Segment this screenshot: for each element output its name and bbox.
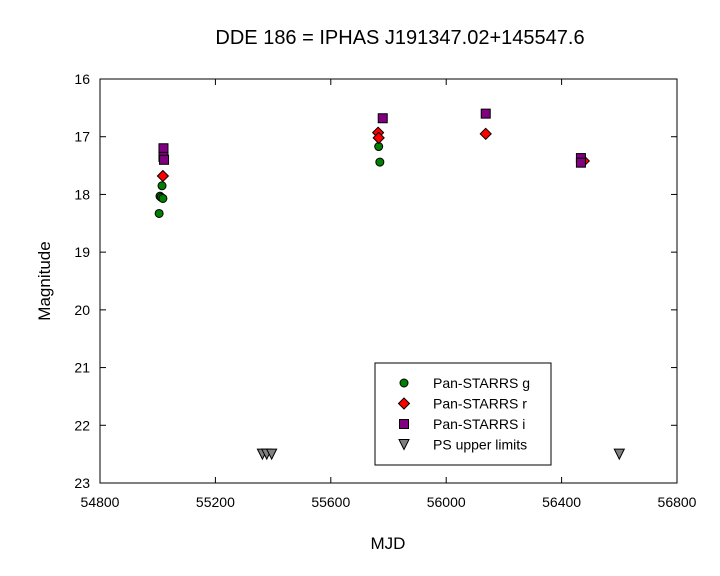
series-3 [256, 448, 626, 461]
data-point [265, 448, 278, 461]
data-point [157, 181, 167, 191]
data-point [372, 131, 385, 145]
legend-label: PS upper limits [433, 437, 527, 453]
series-0 [154, 142, 385, 218]
legend-label: Pan-STARRS g [433, 375, 530, 391]
y-tick-label: 21 [74, 360, 90, 376]
y-tick-label: 18 [74, 186, 90, 202]
x-tick-label: 55600 [311, 494, 350, 510]
legend-marker [397, 397, 411, 410]
x-tick-label: 55200 [196, 494, 235, 510]
y-tick-label: 17 [74, 129, 90, 145]
y-tick-label: 22 [74, 417, 90, 433]
series-2 [158, 108, 586, 168]
x-tick-label: 56800 [658, 494, 697, 510]
x-tick-label: 54800 [81, 494, 120, 510]
data-point [156, 169, 170, 183]
chart-title: DDE 186 = IPHAS J191347.02+145547.6 [215, 27, 584, 49]
legend-marker [398, 439, 410, 451]
data-point [154, 208, 164, 218]
data-point [480, 108, 491, 119]
x-axis-label: MJD [371, 534, 406, 553]
y-tick-label: 19 [74, 244, 90, 260]
legend: Pan-STARRS g Pan-STARRS r Pan-STARRS i PS u… [374, 362, 552, 466]
plot-frame [99, 78, 678, 484]
data-point [158, 143, 169, 154]
data-point [613, 448, 626, 461]
legend-marker [399, 378, 409, 388]
data-point [575, 157, 586, 168]
data-point [159, 154, 170, 165]
y-tick-label: 16 [74, 71, 90, 87]
data-point [375, 157, 385, 167]
data-point [158, 193, 168, 203]
data-point [479, 127, 492, 141]
legend-label: Pan-STARRS i [433, 416, 525, 432]
x-tick-label: 56400 [542, 494, 581, 510]
y-axis-label: Magnitude [35, 241, 54, 320]
y-tick-label: 20 [74, 302, 90, 318]
legend-label: Pan-STARRS r [433, 396, 527, 412]
data-point [377, 113, 388, 124]
legend-marker [399, 419, 409, 429]
series-1 [156, 126, 591, 183]
y-tick-label: 23 [74, 475, 90, 491]
x-tick-label: 56000 [427, 494, 466, 510]
